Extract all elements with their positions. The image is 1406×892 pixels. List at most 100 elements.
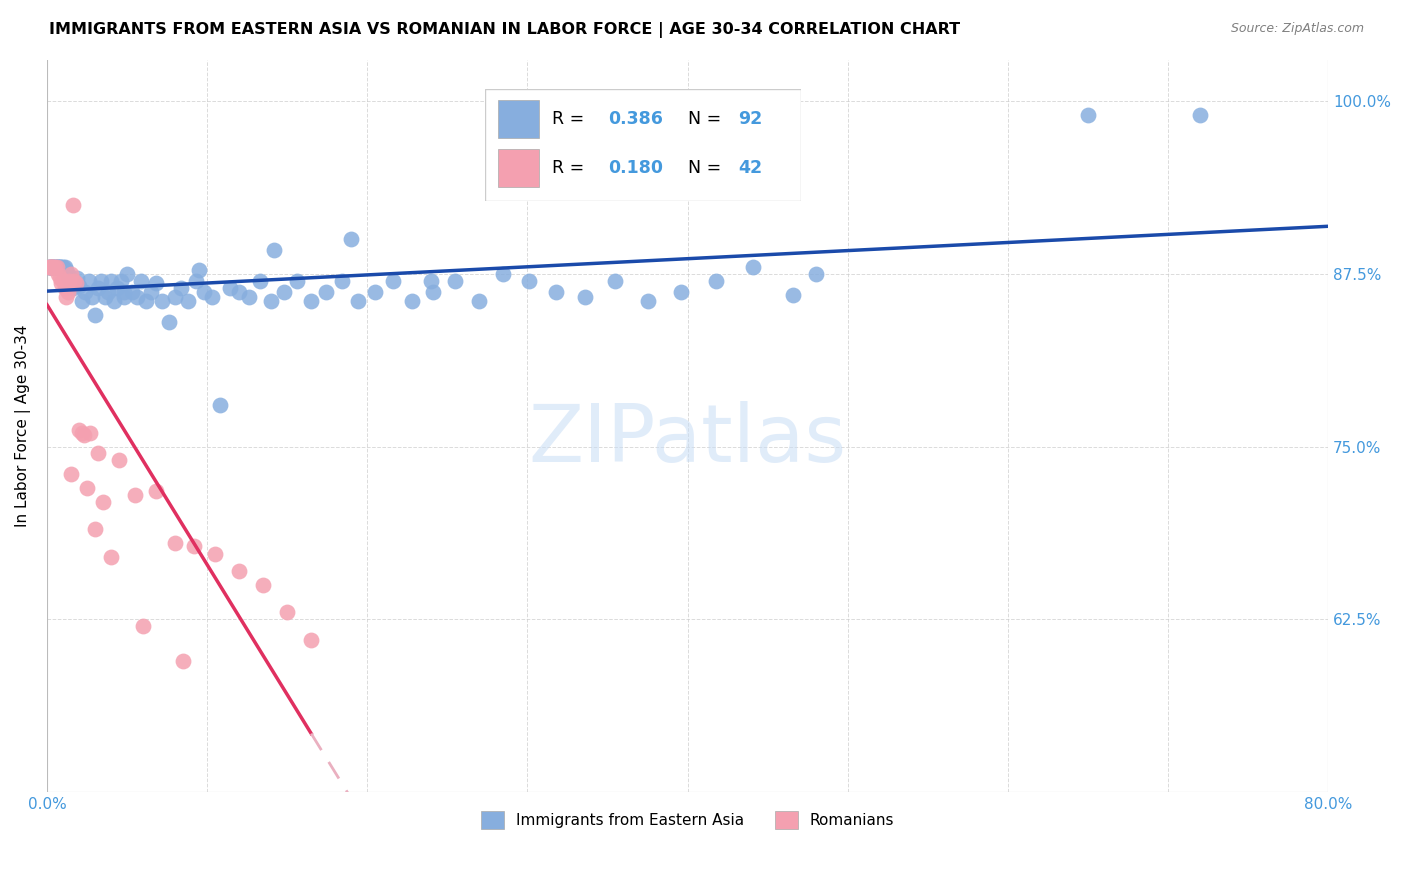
Point: [51, 260, 73, 274]
Point: [107, 280, 129, 294]
Point: [46, 267, 69, 281]
Point: [59, 277, 82, 291]
Point: [67, 279, 90, 293]
FancyBboxPatch shape: [498, 149, 538, 187]
Point: [70, 294, 93, 309]
Point: [468, 294, 491, 309]
Point: [330, 274, 353, 288]
Point: [444, 274, 467, 288]
Point: [124, 488, 146, 502]
Point: [252, 577, 274, 591]
Point: [115, 267, 138, 281]
Point: [56, 267, 79, 281]
Point: [340, 232, 363, 246]
Point: [517, 274, 540, 288]
Point: [44, 260, 66, 274]
Point: [145, 277, 167, 291]
Text: Source: ZipAtlas.com: Source: ZipAtlas.com: [1230, 22, 1364, 36]
Text: N =: N =: [688, 111, 727, 128]
Point: [183, 539, 205, 553]
Text: IMMIGRANTS FROM EASTERN ASIA VS ROMANIAN IN LABOR FORCE | AGE 30-34 CORRELATION : IMMIGRANTS FROM EASTERN ASIA VS ROMANIAN…: [49, 22, 960, 38]
Point: [63, 274, 86, 288]
Point: [100, 274, 122, 288]
Point: [605, 274, 627, 288]
Point: [42, 260, 65, 274]
Point: [228, 564, 250, 578]
Point: [228, 285, 250, 299]
Point: [45, 260, 67, 274]
Point: [59, 267, 82, 281]
Point: [46, 260, 69, 274]
Point: [125, 290, 148, 304]
Point: [108, 453, 131, 467]
Point: [346, 294, 368, 309]
Point: [67, 423, 90, 437]
Point: [172, 654, 194, 668]
Point: [188, 262, 211, 277]
Point: [42, 260, 65, 274]
Point: [1189, 108, 1212, 122]
Point: [165, 290, 187, 304]
Point: [165, 536, 187, 550]
Point: [422, 285, 444, 299]
Point: [38, 260, 60, 274]
Point: [58, 271, 80, 285]
Point: [150, 294, 173, 309]
Text: 92: 92: [738, 111, 762, 128]
Point: [112, 290, 135, 304]
Point: [41, 260, 63, 274]
Point: [260, 294, 283, 309]
Point: [55, 290, 77, 304]
Point: [93, 290, 115, 304]
Point: [100, 549, 122, 564]
Point: [91, 495, 114, 509]
Point: [75, 285, 97, 299]
Point: [121, 285, 143, 299]
Point: [157, 315, 180, 329]
Y-axis label: In Labor Force | Age 30-34: In Labor Force | Age 30-34: [15, 325, 31, 527]
Point: [39, 260, 62, 274]
Point: [52, 274, 75, 288]
Point: [39, 260, 62, 274]
Point: [315, 285, 337, 299]
Point: [65, 277, 87, 291]
Point: [273, 285, 295, 299]
Text: ZIPatlas: ZIPatlas: [529, 401, 846, 479]
Text: 0.180: 0.180: [609, 160, 664, 178]
Point: [56, 285, 79, 299]
Point: [58, 274, 80, 288]
Point: [84, 523, 107, 537]
Point: [49, 260, 72, 274]
Point: [59, 467, 82, 482]
Point: [238, 290, 260, 304]
Point: [574, 290, 596, 304]
Text: 42: 42: [738, 160, 762, 178]
Point: [79, 425, 101, 440]
Point: [103, 294, 125, 309]
Point: [49, 271, 72, 285]
Point: [39, 260, 62, 274]
Point: [110, 274, 132, 288]
Point: [41, 260, 63, 274]
Point: [276, 605, 298, 619]
Point: [52, 260, 75, 274]
Text: R =: R =: [551, 160, 589, 178]
Point: [65, 277, 87, 291]
Point: [285, 274, 308, 288]
Point: [184, 274, 207, 288]
Point: [97, 285, 120, 299]
Point: [1077, 108, 1099, 122]
Point: [492, 267, 515, 281]
Point: [45, 260, 67, 274]
Point: [41, 260, 63, 274]
Point: [742, 260, 765, 274]
Point: [76, 481, 98, 495]
Point: [204, 547, 226, 561]
Point: [87, 280, 110, 294]
Point: [87, 446, 110, 460]
Point: [546, 285, 568, 299]
Point: [249, 274, 271, 288]
Point: [70, 425, 93, 440]
Point: [49, 260, 72, 274]
Point: [782, 287, 804, 301]
